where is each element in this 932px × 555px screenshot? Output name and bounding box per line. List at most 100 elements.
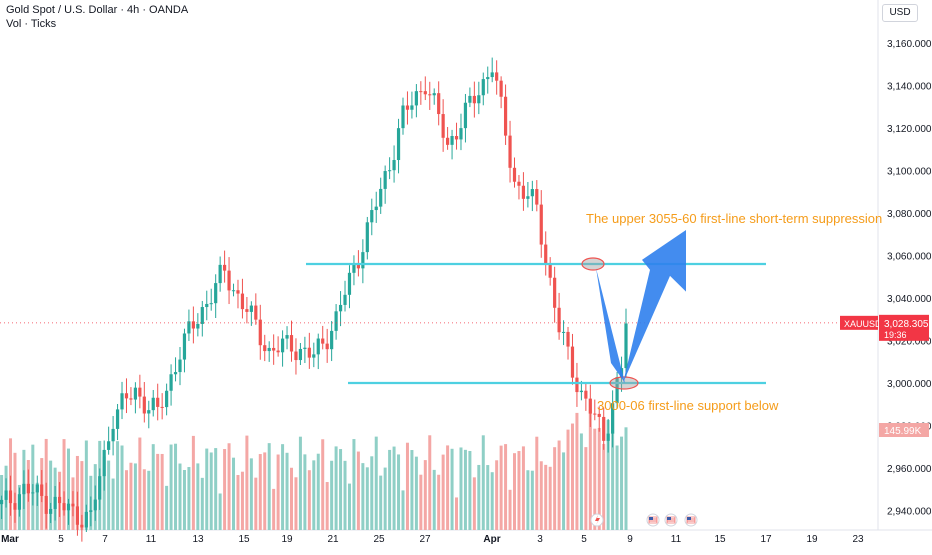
candle-body xyxy=(165,390,169,408)
candle-body xyxy=(0,499,4,505)
volume-bar xyxy=(356,451,360,530)
volume-bar xyxy=(535,436,539,530)
volume-bar xyxy=(267,443,271,530)
candle-body xyxy=(272,347,276,351)
candle-body xyxy=(17,494,22,510)
candle-body xyxy=(31,492,35,494)
candle-body xyxy=(89,510,93,512)
volume-bar xyxy=(588,409,592,530)
volume-bar xyxy=(133,463,137,530)
candle-body xyxy=(227,270,231,291)
price-tick-label: 2,940.000 xyxy=(887,507,932,518)
volume-bar xyxy=(499,445,503,530)
candle-body xyxy=(258,319,262,346)
volume-bar xyxy=(147,470,151,530)
volume-bar xyxy=(481,435,485,530)
volume-bar xyxy=(182,469,186,530)
candle-body xyxy=(396,128,401,161)
candle-body xyxy=(517,181,521,186)
candle-body xyxy=(410,105,414,110)
touch-marker-lower[interactable] xyxy=(609,376,639,390)
candle-body xyxy=(285,335,289,339)
volume-bar xyxy=(490,472,494,530)
candle-body xyxy=(102,449,106,477)
candle-body xyxy=(298,348,303,361)
candle-body xyxy=(365,222,369,253)
volume-bar xyxy=(209,452,213,530)
volume-bar xyxy=(397,454,401,530)
resistance-annotation: The upper 3055-60 first-line short-term … xyxy=(586,211,882,226)
us-flag-icon[interactable] xyxy=(646,513,660,527)
candle-body xyxy=(463,102,468,129)
time-tick-label: 15 xyxy=(714,534,726,545)
volume-bar xyxy=(423,460,427,530)
volume-bar xyxy=(312,460,316,530)
candle-body xyxy=(548,263,552,278)
currency-button[interactable]: USD xyxy=(882,4,918,22)
us-flag-icon[interactable] xyxy=(684,513,698,527)
candle-body xyxy=(66,503,71,511)
volume-bar xyxy=(249,458,253,530)
candle-body xyxy=(588,398,592,414)
candle-body xyxy=(615,377,619,404)
volume-bar xyxy=(508,489,512,530)
volume-bar xyxy=(347,483,351,530)
volume-bar xyxy=(232,457,236,530)
candle-body xyxy=(450,136,454,145)
candle-body xyxy=(84,511,88,528)
candle-body xyxy=(419,91,423,93)
volume-bar xyxy=(258,454,262,530)
volume-bar xyxy=(504,444,508,530)
candle-body xyxy=(495,72,499,81)
symbol-tag-label: XAUUSD xyxy=(844,319,882,329)
candle-body xyxy=(35,484,39,493)
volume-bar xyxy=(579,433,583,530)
time-tick-label: Mar xyxy=(1,534,19,545)
candle-body xyxy=(602,416,606,441)
candle-body xyxy=(289,335,294,352)
projection-arrow-up[interactable] xyxy=(623,229,686,383)
price-tick-label: 3,020.000 xyxy=(887,336,932,347)
volume-bar xyxy=(316,453,320,530)
candle-body xyxy=(182,333,187,360)
time-tick-label: 17 xyxy=(760,534,772,545)
candle-body xyxy=(325,343,329,350)
time-tick-label: Apr xyxy=(483,534,500,545)
candle-body xyxy=(414,91,418,106)
price-tag-value: 3,028.305 xyxy=(884,319,929,330)
volume-bar xyxy=(388,449,392,530)
lightning-icon[interactable] xyxy=(590,513,604,527)
volume-bar xyxy=(223,449,227,530)
touch-marker-upper[interactable] xyxy=(581,257,605,271)
candle-body xyxy=(379,188,383,207)
candle-body xyxy=(200,307,204,324)
volume-bar xyxy=(200,477,204,530)
candle-body xyxy=(361,252,365,269)
candle-body xyxy=(133,387,137,400)
candle-body xyxy=(356,264,360,269)
volume-bar xyxy=(392,446,396,530)
projection-arrow-down[interactable] xyxy=(596,267,625,383)
us-flag-icon[interactable] xyxy=(664,513,678,527)
volume-bar xyxy=(191,435,195,530)
volume-bar xyxy=(495,460,499,530)
volume-bar xyxy=(521,446,525,530)
candle-body xyxy=(570,346,575,378)
candle-body xyxy=(401,105,405,129)
candle-body xyxy=(539,204,543,245)
price-tick-label: 3,060.000 xyxy=(887,251,932,262)
volume-bar xyxy=(116,441,120,530)
volume-bar xyxy=(553,447,557,530)
symbol-title[interactable]: Gold Spot / U.S. Dollar · 4h · OANDA xyxy=(6,4,189,16)
candle-body xyxy=(49,508,53,514)
candle-body xyxy=(129,398,133,400)
volume-bar xyxy=(339,449,343,530)
time-tick-label: 11 xyxy=(146,534,157,545)
volume-bar xyxy=(84,440,88,530)
volume-bar xyxy=(214,448,218,530)
candle-body xyxy=(254,305,258,320)
candle-body xyxy=(343,294,347,305)
volume-bar xyxy=(410,450,414,530)
